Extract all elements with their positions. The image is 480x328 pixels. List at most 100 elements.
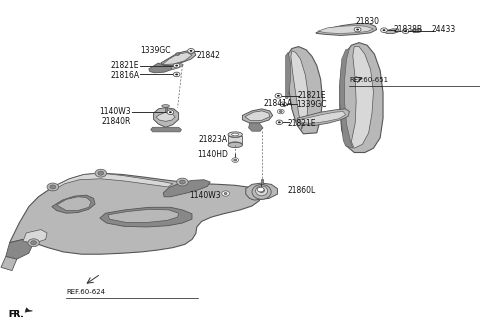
Circle shape [279,111,282,113]
Text: REF.60-651: REF.60-651 [349,77,389,83]
Polygon shape [261,179,263,184]
Polygon shape [6,239,34,259]
Text: REF.60-624: REF.60-624 [66,289,105,295]
Text: FR.: FR. [9,310,24,319]
Circle shape [224,193,227,195]
Circle shape [177,178,188,186]
Circle shape [354,27,361,32]
Ellipse shape [162,105,169,107]
Text: 21823A: 21823A [199,135,228,144]
Circle shape [232,158,239,162]
Polygon shape [57,197,91,211]
Text: 24433: 24433 [432,25,456,34]
Polygon shape [249,123,263,131]
Polygon shape [52,195,95,213]
Polygon shape [384,29,399,33]
Ellipse shape [256,186,268,196]
Text: 21838B: 21838B [394,25,422,34]
Circle shape [276,120,283,125]
Text: 1140W3: 1140W3 [99,107,131,116]
Circle shape [381,28,387,32]
Text: 21830: 21830 [355,17,379,26]
Circle shape [167,110,174,114]
Polygon shape [10,173,262,254]
Polygon shape [246,183,277,200]
Polygon shape [291,51,308,130]
Ellipse shape [228,132,242,137]
Ellipse shape [231,133,239,136]
Ellipse shape [228,142,242,147]
Circle shape [282,103,285,105]
Polygon shape [154,108,179,127]
Text: 21816A: 21816A [110,71,139,80]
Polygon shape [100,207,192,227]
Polygon shape [316,24,377,35]
Circle shape [50,185,56,189]
Ellipse shape [228,142,242,148]
Text: 1339GC: 1339GC [140,46,170,55]
Polygon shape [23,230,47,243]
Polygon shape [412,29,421,33]
Text: 21821E: 21821E [288,118,316,128]
Circle shape [28,239,39,247]
Polygon shape [245,111,270,121]
Circle shape [383,29,385,31]
Polygon shape [161,51,196,66]
Text: 21860L: 21860L [288,186,316,195]
Polygon shape [162,52,192,65]
Text: 21840R: 21840R [102,117,131,126]
Circle shape [98,171,104,175]
Polygon shape [170,63,183,70]
Text: 1339GC: 1339GC [296,100,327,110]
Circle shape [188,50,194,54]
Text: 21821E: 21821E [298,91,326,100]
Circle shape [356,29,359,31]
Text: 1140W3: 1140W3 [189,191,221,200]
Polygon shape [25,308,33,312]
Circle shape [176,53,180,55]
Polygon shape [151,127,181,132]
Ellipse shape [228,133,242,138]
Ellipse shape [259,188,264,193]
Polygon shape [318,26,373,33]
Polygon shape [351,47,373,148]
Text: 21821E: 21821E [111,61,139,70]
Circle shape [234,159,237,161]
Circle shape [277,109,284,114]
Polygon shape [1,256,17,271]
Circle shape [280,102,287,107]
Circle shape [257,187,264,192]
Polygon shape [299,112,346,123]
Circle shape [173,63,180,68]
Circle shape [47,183,59,191]
Circle shape [95,169,107,177]
Circle shape [180,180,185,184]
Circle shape [31,241,36,245]
Text: 1140HD: 1140HD [197,150,228,159]
Polygon shape [163,180,210,197]
Circle shape [175,73,178,75]
Polygon shape [165,107,167,112]
Polygon shape [234,136,240,144]
Circle shape [222,191,229,196]
Circle shape [190,50,192,52]
Circle shape [404,30,407,32]
Polygon shape [340,49,353,148]
Circle shape [275,93,282,98]
Ellipse shape [252,184,271,199]
Polygon shape [228,136,242,144]
Polygon shape [149,63,173,73]
Circle shape [402,29,409,33]
Polygon shape [242,109,273,123]
Circle shape [175,65,178,67]
Circle shape [169,111,172,113]
Polygon shape [156,112,175,121]
Circle shape [277,95,280,97]
Polygon shape [108,209,179,222]
Polygon shape [340,43,383,153]
Polygon shape [286,52,290,98]
Text: FR.: FR. [9,310,24,319]
Text: 21841A: 21841A [264,99,293,108]
Circle shape [173,72,180,77]
Circle shape [278,121,281,123]
